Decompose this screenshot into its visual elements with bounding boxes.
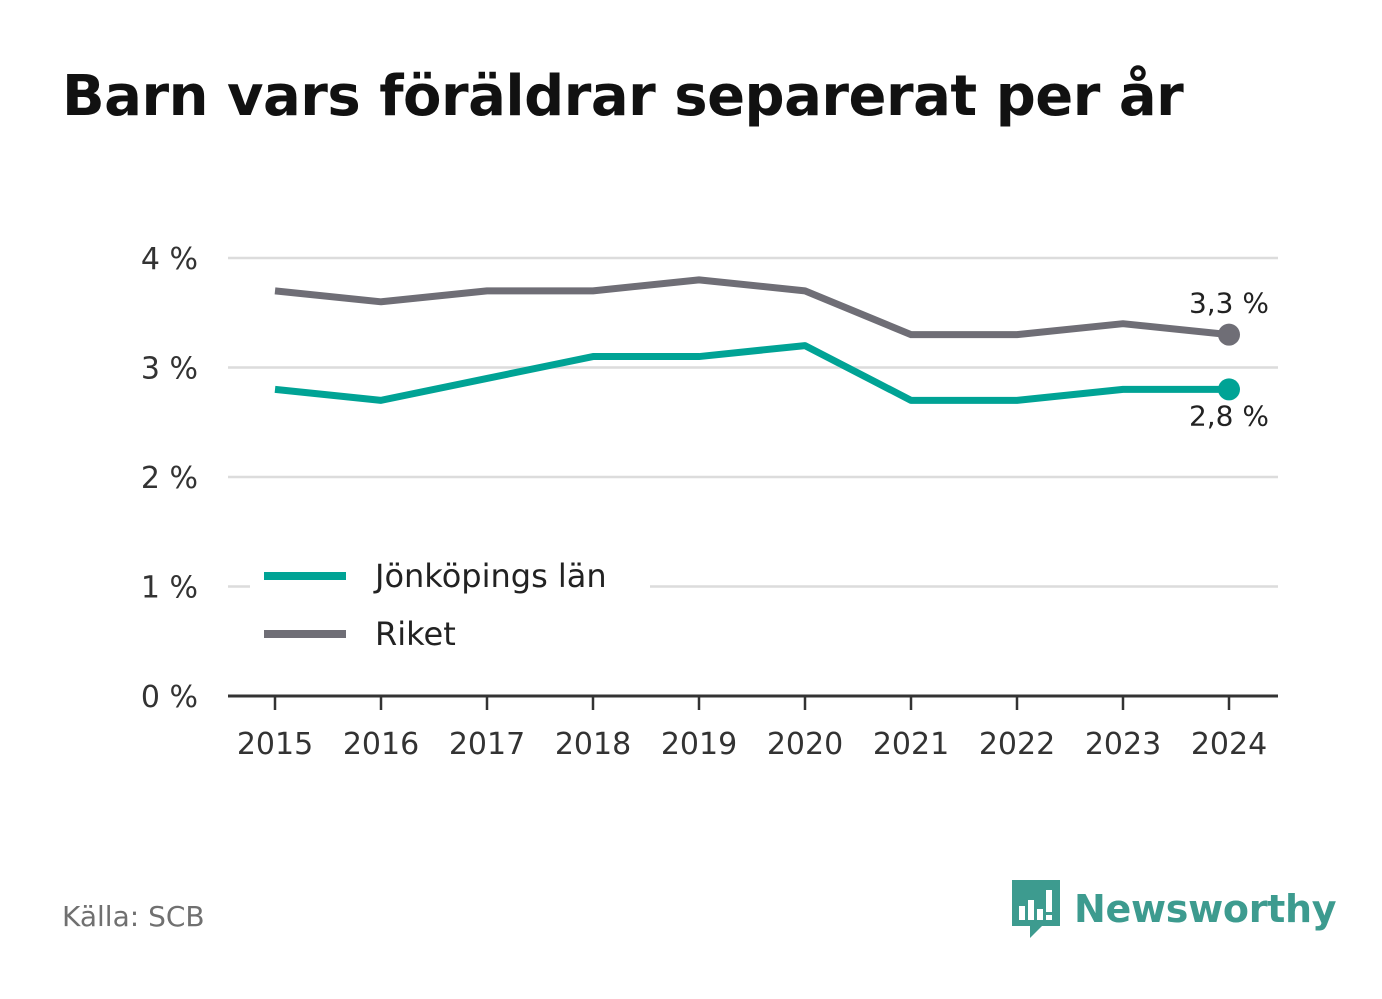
- x-tick-label: 2021: [873, 727, 949, 762]
- gridlines: [228, 256, 1278, 588]
- x-tick-label: 2016: [343, 727, 419, 762]
- y-tick-label: 4 %: [141, 242, 198, 277]
- newsworthy-logo-icon: [1012, 880, 1060, 938]
- x-axis-labels: 2015 2016 2017 2018 2019 2020 2021 2022 2023 2024: [237, 727, 1267, 762]
- y-tick-label: 1 %: [141, 571, 198, 606]
- y-tick-label: 2 %: [141, 461, 198, 496]
- series-end-point: [1218, 378, 1240, 401]
- y-tick-label: 3 %: [141, 352, 198, 387]
- series-lines: [274, 276, 1240, 404]
- x-tick-label: 2022: [979, 727, 1055, 762]
- x-tick-label: 2018: [555, 727, 631, 762]
- series-end-point: [1218, 323, 1240, 346]
- legend-label: Riket: [375, 615, 456, 653]
- legend-label: Jönköpings län: [373, 557, 607, 595]
- source-note: Källa: SCB: [62, 900, 205, 933]
- chart-title: Barn vars föräldrar separerat per år: [62, 64, 1184, 129]
- series-line: [274, 342, 1229, 404]
- x-tick-label: 2015: [237, 727, 313, 762]
- end-value-label: 3,3 %: [1189, 287, 1269, 320]
- series-line: [274, 276, 1230, 339]
- x-tick-label: 2024: [1191, 727, 1267, 762]
- x-tick-label: 2017: [449, 727, 525, 762]
- x-axis: [228, 694, 1278, 710]
- end-labels: 2,8 % 3,3 %: [1189, 287, 1269, 433]
- legend-background: [250, 548, 650, 668]
- x-tick-label: 2023: [1085, 727, 1161, 762]
- x-tick-label: 2019: [661, 727, 737, 762]
- brand-logo: Newsworthy: [1010, 878, 1337, 940]
- legend: Jönköpings län Riket: [250, 548, 650, 668]
- brand-name: Newsworthy: [1074, 887, 1337, 931]
- y-tick-label: 0 %: [141, 680, 198, 715]
- end-value-label: 2,8 %: [1189, 399, 1269, 432]
- x-tick-label: 2020: [767, 727, 843, 762]
- y-axis-labels: 0 % 1 % 2 % 3 % 4 %: [141, 242, 198, 715]
